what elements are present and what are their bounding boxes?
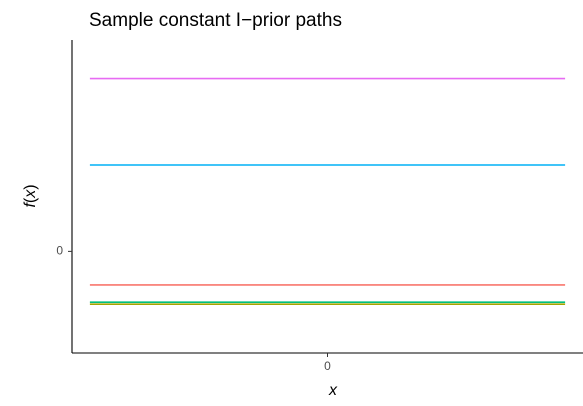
y-axis-label-open: ( [22,197,39,203]
plot-series [89,77,566,306]
x-axis-label: x [328,382,338,399]
y-axis-label-arg: x [22,189,39,199]
y-tick-label: 0 [56,244,63,258]
axis-ticks: 00 [56,244,331,374]
x-tick-label: 0 [324,359,331,373]
y-axis-label-func: f [22,202,39,208]
y-axis-label-close: ) [22,184,39,189]
chart-title: Sample constant I−prior paths [89,10,342,31]
y-axis-label: f(x) [22,184,39,207]
